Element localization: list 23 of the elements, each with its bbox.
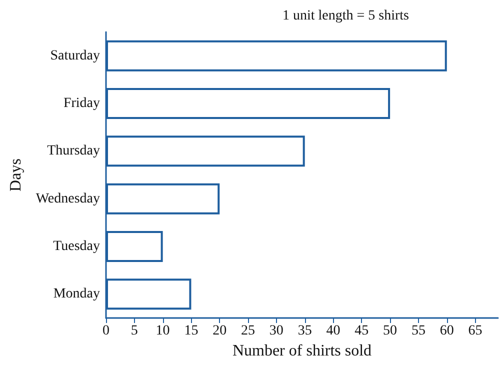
x-tick-label: 10 (156, 324, 170, 338)
y-axis-title: Days (8, 158, 24, 192)
text: 1 unit length = 5 shirts (282, 8, 410, 24)
x-tick-label: 45 (354, 324, 369, 338)
x-tick-label: 5 (130, 324, 138, 338)
x-tick-label: 15 (184, 324, 198, 338)
x-tick-label: 40 (326, 324, 340, 338)
x-tick-label: 50 (383, 324, 398, 338)
x-tick-label: 55 (411, 324, 426, 338)
x-tick-label: 20 (212, 324, 227, 338)
y-tick-label: Tuesday (53, 239, 100, 254)
y-tick-label: Saturday (50, 48, 100, 64)
y-tick-label: Friday (63, 96, 100, 111)
x-axis-title: Number of shirts sold (232, 342, 372, 360)
x-tick-label: 25 (241, 324, 256, 338)
x-tick-label: 30 (269, 324, 284, 338)
y-tick-label: Wednesday (36, 191, 100, 206)
y-tick-label: Monday (53, 286, 100, 302)
x-tick-label: 0 (102, 324, 110, 338)
y-tick-label: Thursday (47, 144, 100, 159)
x-tick-label: 65 (468, 324, 482, 338)
x-tick-label: 35 (298, 324, 312, 338)
x-tick-label: 60 (440, 324, 454, 338)
